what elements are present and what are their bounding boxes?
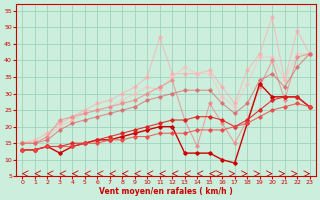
X-axis label: Vent moyen/en rafales ( km/h ): Vent moyen/en rafales ( km/h ) — [99, 187, 233, 196]
